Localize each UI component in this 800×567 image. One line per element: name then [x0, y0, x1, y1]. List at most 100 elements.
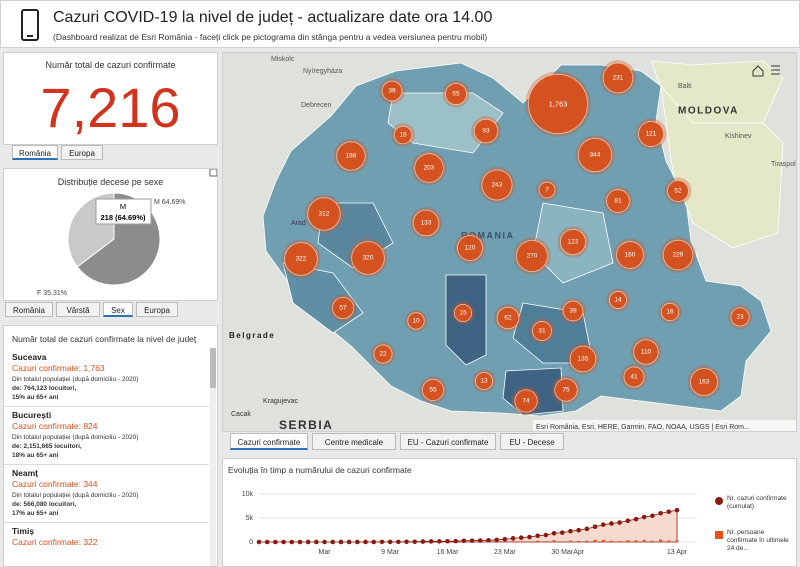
scrollbar[interactable]: [210, 348, 216, 566]
cumulative-dot: [363, 539, 368, 545]
bubble[interactable]: 74: [511, 386, 541, 416]
title: Cazuri COVID-19 la nivel de județ - actu…: [53, 9, 493, 26]
bubble[interactable]: 1,763: [525, 71, 591, 137]
legend-item[interactable]: Nr. persoane confirmate în ultimele 24 d…: [715, 529, 795, 559]
county-cases: Cazuri confirmate: 824: [12, 421, 98, 431]
cumulative-dot: [543, 532, 549, 538]
total-value: 7,216: [40, 76, 181, 139]
bubble[interactable]: 229: [660, 237, 696, 273]
bubble[interactable]: 270: [513, 237, 551, 275]
bubble-label: 55: [452, 91, 460, 98]
bubble[interactable]: 39: [560, 298, 586, 324]
expand-icon[interactable]: [209, 169, 217, 177]
bubble[interactable]: 39: [379, 78, 405, 104]
bubble-core: [602, 62, 634, 94]
bubble[interactable]: 14: [606, 288, 630, 312]
bubble[interactable]: 16: [658, 300, 682, 324]
bubble[interactable]: 7: [536, 179, 558, 201]
bubble[interactable]: 41: [620, 363, 648, 391]
bubble[interactable]: 93: [471, 116, 501, 146]
county-info: Din totalul populației (după domiciliu -…: [12, 492, 139, 499]
cumulative-dot: [297, 539, 303, 545]
tab[interactable]: Vârstă: [56, 302, 100, 317]
total-panel: Număr total de cazuri confirmate 7,216: [3, 52, 218, 145]
bubble[interactable]: 163: [687, 365, 721, 399]
bubble-label: 133: [421, 220, 432, 227]
bubble[interactable]: 120: [454, 232, 486, 264]
deaths-panel: Distribuție decese pe sexe M 64.69% F 35.…: [3, 168, 218, 301]
bubble[interactable]: 15: [451, 301, 475, 325]
bubble[interactable]: 133: [410, 207, 442, 239]
bubble-core: [569, 345, 597, 373]
bubble[interactable]: 81: [603, 186, 633, 216]
bubble-core: [422, 379, 444, 401]
bubble[interactable]: 23: [727, 304, 753, 330]
x-tick-label: 16 Mar: [437, 549, 459, 556]
tab[interactable]: Sex: [103, 302, 133, 317]
bubble[interactable]: 18: [391, 123, 415, 147]
bubble[interactable]: 198: [333, 138, 369, 174]
daily-bar: [626, 540, 630, 542]
x-tick-label: Apr: [573, 549, 585, 556]
bubble[interactable]: 322: [281, 239, 321, 279]
bubble[interactable]: 10: [404, 309, 428, 333]
bubble-core: [453, 303, 473, 323]
bubble[interactable]: 121: [635, 118, 667, 150]
bubble[interactable]: 22: [370, 341, 396, 367]
bubble-label: 62: [504, 315, 512, 322]
home-icon[interactable]: [752, 65, 764, 77]
daily-bar: [519, 541, 523, 542]
panel-title: Număr total de cazuri confirmate la nive…: [12, 334, 197, 344]
bubble[interactable]: 203: [411, 150, 447, 186]
bubble[interactable]: 110: [630, 336, 662, 368]
bubble-label: 16: [666, 309, 674, 316]
bubble-label: 7: [545, 187, 549, 194]
bubble[interactable]: 57: [329, 294, 357, 322]
legend-item[interactable]: Nr. cazuri confirmate (cumulat): [715, 495, 795, 529]
bubble-core: [473, 118, 499, 144]
bubble-core: [577, 137, 613, 173]
x-tick-label: 13 Apr: [667, 549, 688, 556]
slice-label: F 35.31%: [37, 290, 67, 297]
bubble[interactable]: 55: [442, 80, 470, 108]
chart-title: Evoluția în timp a numărului de cazuri c…: [228, 465, 412, 475]
tab[interactable]: EU - Cazuri confirmate: [400, 433, 496, 450]
bubble[interactable]: 135: [567, 343, 599, 375]
tab[interactable]: EU - Decese: [500, 433, 564, 450]
bubble-label: 93: [482, 128, 490, 135]
bubble[interactable]: 320: [348, 238, 388, 278]
tab[interactable]: Centre medicale: [312, 433, 396, 450]
map[interactable]: Miskolc Nyíregyháza Debrecen Balti MOLDOVA Ki…: [223, 53, 797, 432]
daily-bar: [511, 541, 515, 542]
county-info: de: 566,080 locuitori,: [12, 501, 77, 508]
mobile-icon[interactable]: [15, 7, 45, 43]
bubble[interactable]: 13: [472, 369, 496, 393]
x-tick-label: 30 Mar: [551, 549, 573, 556]
bubble-core: [667, 180, 689, 202]
bubble[interactable]: 75: [551, 375, 581, 405]
bubble[interactable]: 312: [304, 194, 344, 234]
daily-bar: [593, 539, 597, 542]
tab[interactable]: Europa: [61, 145, 103, 160]
bubble[interactable]: 31: [529, 318, 555, 344]
bubble[interactable]: 344: [575, 135, 615, 175]
tab[interactable]: România: [12, 145, 58, 160]
tab[interactable]: Europa: [136, 302, 178, 317]
daily-bar: [609, 540, 613, 542]
tooltip-text: 218 (64.69%): [100, 213, 146, 222]
bubble[interactable]: 62: [494, 304, 522, 332]
bubble-core: [562, 300, 584, 322]
bubble[interactable]: 52: [664, 177, 692, 205]
tab[interactable]: România: [5, 302, 53, 317]
daily-bar: [544, 541, 548, 542]
bubble[interactable]: 160: [613, 238, 647, 272]
cumulative-dot: [502, 536, 508, 542]
cumulative-dot: [273, 539, 278, 545]
bubble[interactable]: 231: [600, 60, 636, 96]
bubble-core: [616, 241, 644, 269]
list-icon[interactable]: [771, 65, 780, 75]
bubble[interactable]: 55: [419, 376, 447, 404]
tab[interactable]: Cazuri confirmate: [230, 433, 308, 450]
bubble[interactable]: 123: [557, 226, 589, 258]
bubble[interactable]: 243: [478, 166, 516, 204]
